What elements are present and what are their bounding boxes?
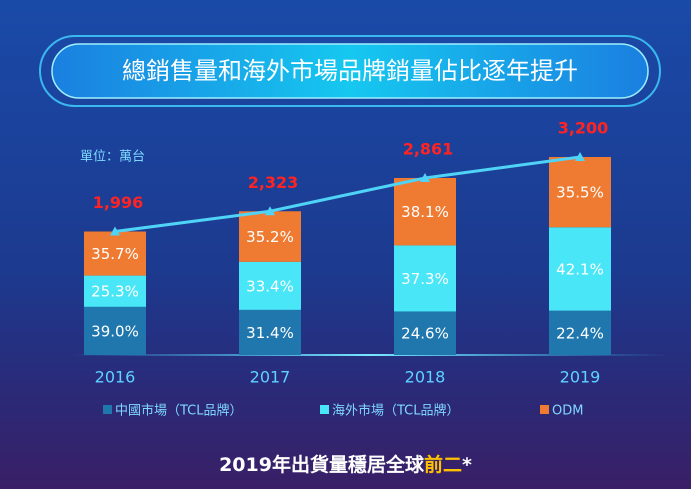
- legend-swatch: [320, 405, 329, 414]
- bar-segment: [394, 177, 456, 246]
- bar-segment: [84, 231, 146, 276]
- segment-label: 37.3%: [401, 270, 449, 288]
- segment-label: 35.5%: [556, 184, 604, 202]
- segment-label: 35.2%: [246, 228, 294, 246]
- bar-segment: [394, 245, 456, 312]
- title-frame: [39, 35, 661, 107]
- baseline: [70, 354, 670, 356]
- bar-segment: [549, 227, 611, 311]
- segment-label: 33.4%: [246, 277, 294, 295]
- bar-segment: [549, 310, 611, 355]
- legend-label: 中國市場（TCL品牌）: [115, 403, 243, 419]
- footer: 2019年出貨量穩居全球前二*: [0, 450, 691, 477]
- title: 總銷售量和海外市場品牌銷量佔比逐年提升: [122, 57, 578, 85]
- footer-highlight: 前二: [423, 454, 462, 476]
- footer-text: 2019年出貨量穩居全球: [219, 454, 424, 476]
- bar-segment: [549, 157, 611, 228]
- bar-segment: [239, 309, 301, 355]
- footer-suffix: *: [461, 454, 472, 476]
- total-line: [114, 155, 581, 233]
- x-tick-label: 2017: [250, 368, 291, 387]
- segment-label: 38.1%: [401, 203, 449, 221]
- x-tick-label: 2016: [95, 368, 136, 387]
- segment-label: 25.3%: [91, 283, 139, 301]
- legend-swatch: [540, 405, 549, 414]
- total-label: 2,861: [403, 139, 454, 158]
- legend-label: ODM: [552, 404, 583, 419]
- total-marker: [420, 172, 430, 182]
- bar-segment: [84, 306, 146, 355]
- bar-segment: [239, 261, 301, 310]
- total-label: 2,323: [248, 173, 299, 192]
- bar-segment: [239, 211, 301, 262]
- x-tick-label: 2018: [405, 368, 446, 387]
- segment-label: 31.4%: [246, 324, 294, 342]
- legend-swatch: [103, 405, 112, 414]
- title-pill: [51, 43, 649, 99]
- legend-label: 海外市場（TCL品牌）: [332, 403, 460, 419]
- bar-segment: [394, 311, 456, 355]
- unit-label: 單位：萬台: [80, 150, 145, 165]
- x-tick-label: 2019: [560, 368, 601, 387]
- total-label: 1,996: [93, 193, 144, 212]
- total-marker: [110, 226, 120, 236]
- segment-label: 35.7%: [91, 245, 139, 263]
- total-label: 3,200: [558, 119, 609, 138]
- bar-segment: [84, 275, 146, 307]
- segment-label: 39.0%: [91, 322, 139, 340]
- segment-label: 24.6%: [401, 325, 449, 343]
- segment-label: 22.4%: [556, 324, 604, 342]
- total-marker: [265, 206, 275, 216]
- total-marker: [575, 152, 585, 161]
- segment-label: 42.1%: [556, 260, 604, 278]
